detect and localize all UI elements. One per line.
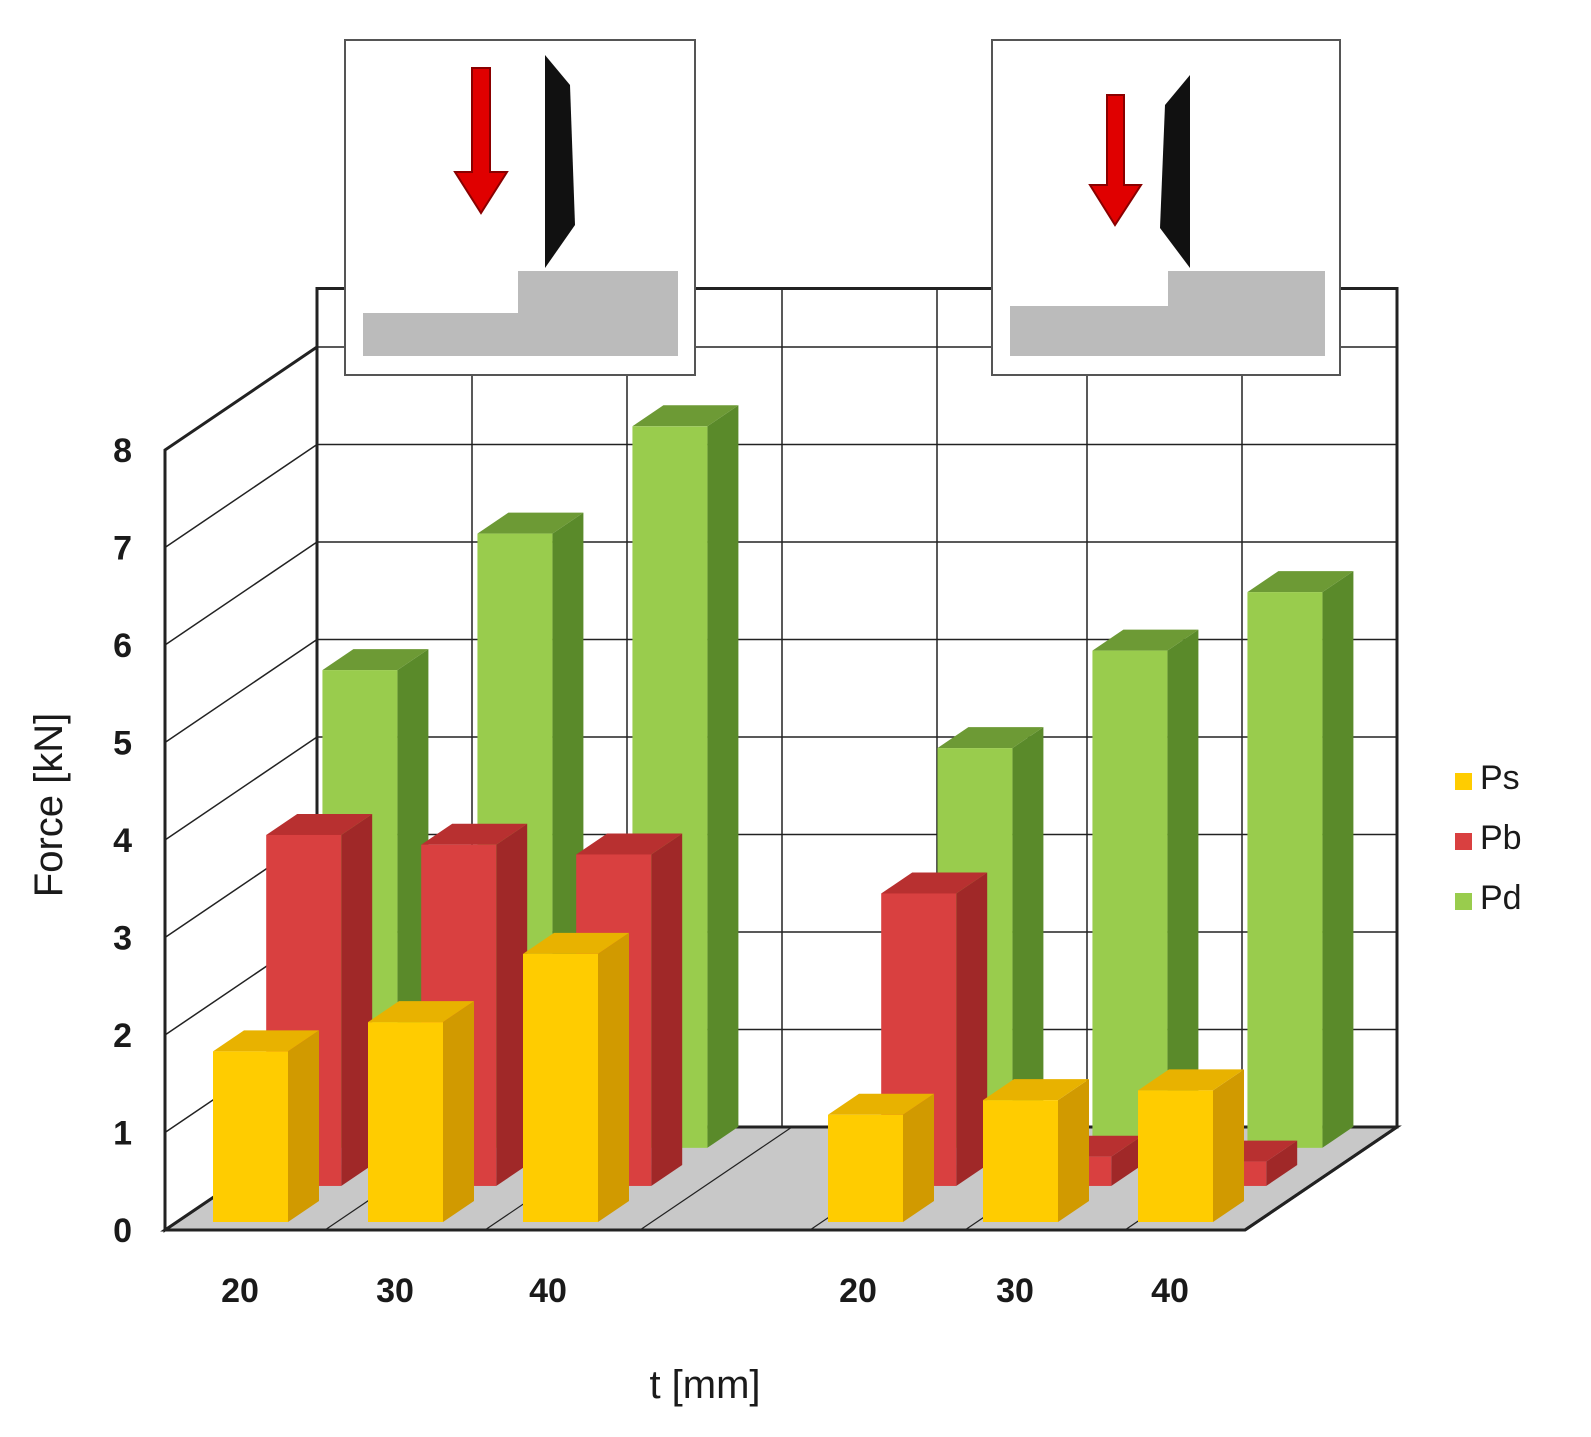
bar-top — [322, 649, 429, 671]
gridline-side — [164, 638, 318, 744]
x-tick-label: 20 — [839, 1272, 877, 1310]
legend-swatch — [1455, 893, 1472, 910]
workpiece-step — [518, 271, 678, 316]
bar-front — [1092, 650, 1168, 1148]
gridline-side — [164, 541, 318, 646]
gridline-side — [164, 443, 318, 549]
down-arrow-icon — [453, 67, 509, 215]
bar-side — [288, 1030, 319, 1222]
x-tick-label: 40 — [529, 1272, 567, 1310]
legend: Ps Pb Pd — [1455, 759, 1522, 917]
bar-front — [213, 1051, 288, 1222]
bar-top — [1092, 629, 1199, 651]
bar-ps-20 — [828, 1093, 934, 1222]
bar-side — [598, 932, 629, 1222]
bar-front — [983, 1100, 1058, 1222]
legend-label: Pb — [1480, 819, 1522, 857]
legend-item-pd: Pd — [1455, 879, 1522, 917]
bar-pd-30 — [1092, 629, 1199, 1148]
legend-label: Ps — [1480, 759, 1520, 797]
bar-side — [341, 814, 373, 1186]
bar-side — [1058, 1079, 1089, 1222]
bar-side — [956, 872, 988, 1186]
bar-front — [828, 1114, 903, 1222]
cutting-tool-icon — [1160, 75, 1190, 268]
bar-top — [368, 1001, 474, 1023]
y-tick-label: 8 — [113, 432, 132, 470]
bar-front — [1138, 1090, 1213, 1222]
workpiece-step — [1168, 271, 1325, 309]
bar-front — [368, 1022, 443, 1222]
bar-top — [828, 1093, 934, 1115]
bar-side — [496, 823, 528, 1186]
down-arrow-icon — [1088, 94, 1143, 227]
x-tick-label: 20 — [221, 1272, 259, 1310]
y-tick-label: 7 — [113, 530, 132, 568]
bar-side — [903, 1093, 934, 1222]
y-tick-label: 1 — [113, 1115, 132, 1153]
y-axis-title: Force [kN] — [27, 713, 71, 897]
x-tick-label: 30 — [996, 1272, 1034, 1310]
bar-side — [1266, 1140, 1298, 1186]
bar-side — [707, 405, 739, 1148]
legend-swatch — [1455, 833, 1472, 850]
y-tick-label: 6 — [113, 627, 132, 665]
chart-bars — [213, 405, 1354, 1222]
x-axis-title: t [mm] — [649, 1363, 760, 1407]
y-tick-label: 0 — [113, 1212, 132, 1250]
bar-front — [1247, 592, 1323, 1148]
bar-top — [983, 1079, 1089, 1101]
bar-ps-40 — [523, 932, 629, 1222]
chart-labels: 0 1 2 3 4 5 6 7 8 20 30 40 20 30 40 t [mm] Force [kN] — [27, 432, 1189, 1407]
bar-ps-30 — [368, 1001, 474, 1222]
inset-diagram-right — [991, 39, 1341, 376]
bar-ps-40 — [1138, 1069, 1244, 1222]
gridline-side — [164, 736, 318, 841]
bar-top — [1138, 1069, 1244, 1091]
bar-side — [1111, 1135, 1143, 1186]
bar-top — [1247, 571, 1354, 593]
bar-top — [213, 1030, 319, 1052]
y-tick-label: 4 — [113, 822, 132, 860]
bar-top — [477, 512, 584, 534]
y-tick-label: 2 — [113, 1017, 132, 1055]
bar-ps-20 — [213, 1030, 319, 1222]
x-tick-label: 30 — [376, 1272, 414, 1310]
legend-item-ps: Ps — [1455, 759, 1520, 797]
legend-swatch — [1455, 773, 1472, 790]
legend-label: Pd — [1480, 879, 1522, 917]
workpiece-shape — [363, 313, 678, 356]
bar-top — [523, 932, 629, 954]
inset-diagram-left — [344, 39, 696, 376]
x-tick-label: 40 — [1151, 1272, 1189, 1310]
bar-side — [1167, 629, 1199, 1148]
bar-top — [421, 823, 528, 845]
bar-side — [443, 1001, 474, 1222]
y-tick-label: 3 — [113, 920, 132, 958]
bar-ps-30 — [983, 1079, 1089, 1222]
bar-top — [937, 727, 1044, 749]
bar-front — [523, 953, 598, 1222]
floor-edge — [1244, 1125, 1398, 1232]
gridline-side — [164, 346, 318, 451]
bar-side — [1213, 1069, 1244, 1222]
legend-item-pb: Pb — [1455, 819, 1522, 857]
bar-top — [266, 814, 373, 835]
bar-side — [1322, 571, 1354, 1148]
y-tick-label: 5 — [113, 725, 132, 763]
bar-side — [1012, 727, 1044, 1148]
floor-line — [639, 1126, 793, 1231]
cutting-tool-icon — [545, 55, 575, 268]
bar-top — [632, 405, 739, 427]
bar-side — [651, 833, 683, 1186]
workpiece-shape — [1010, 306, 1325, 356]
bar-top — [881, 872, 988, 894]
bar-top — [576, 833, 683, 855]
bar-pd-40 — [1247, 571, 1354, 1148]
